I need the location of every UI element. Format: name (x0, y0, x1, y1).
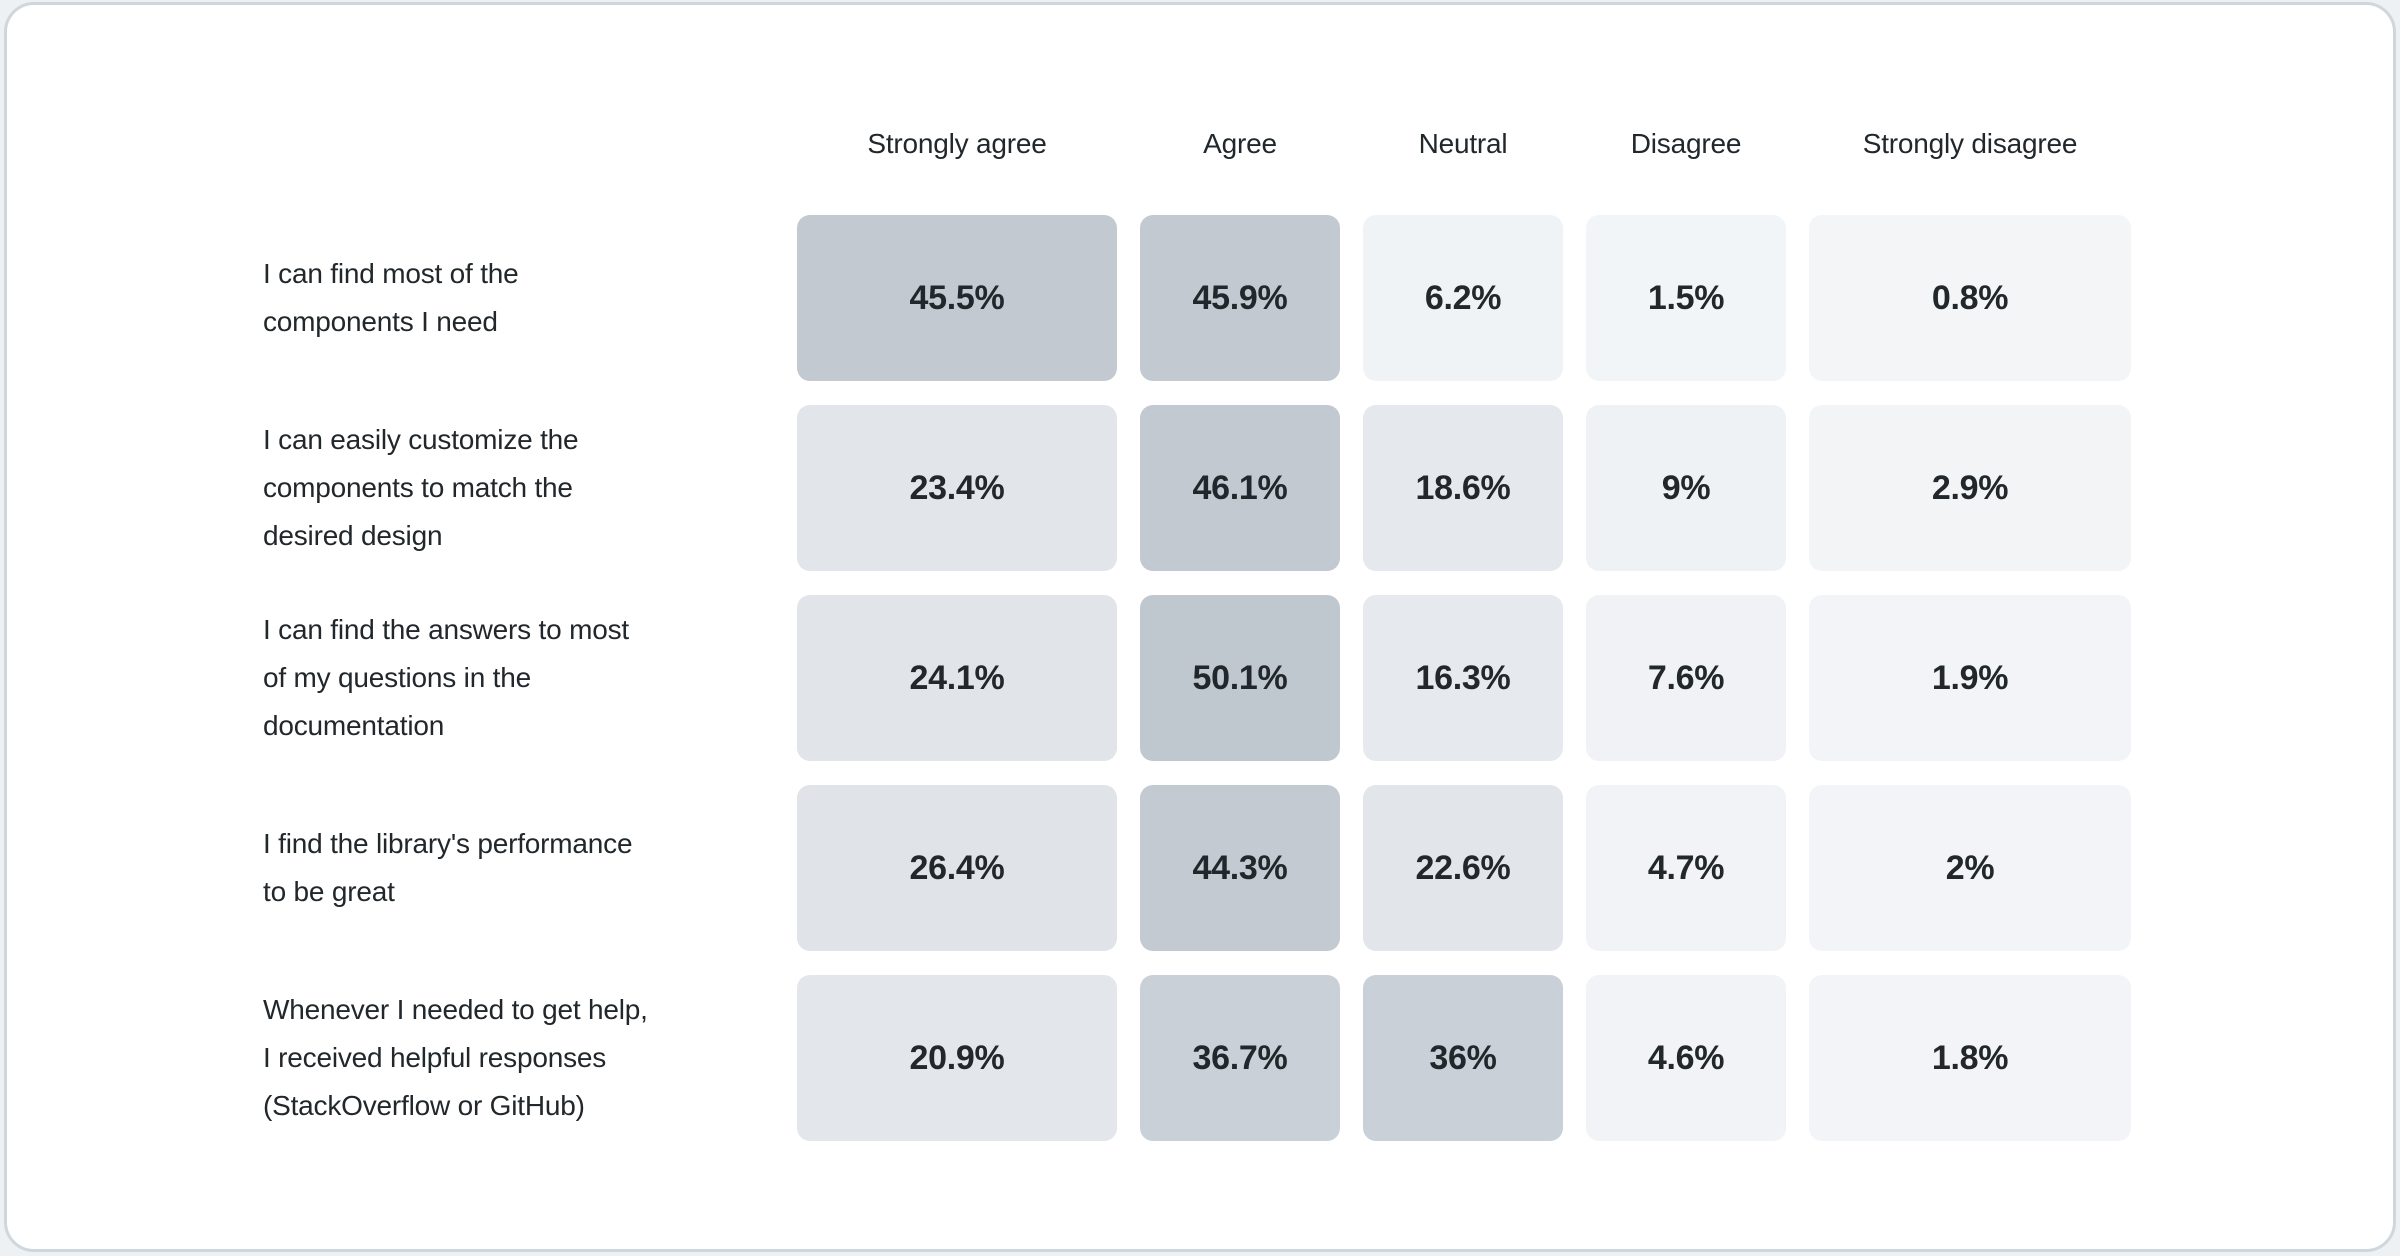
heatmap-cell: 26.4% (797, 785, 1117, 951)
heatmap-cell: 2.9% (1809, 405, 2131, 571)
heatmap-cell: 45.5% (797, 215, 1117, 381)
heatmap-cell: 23.4% (797, 405, 1117, 571)
row-label-documentation-answers: I can find the answers to most of my que… (263, 614, 629, 741)
heatmap-cell: 22.6% (1363, 785, 1563, 951)
column-header-strongly-disagree: Strongly disagree (1862, 128, 2078, 159)
heatmap-cell: 45.9% (1140, 215, 1340, 381)
heatmap-cell: 36.7% (1140, 975, 1340, 1141)
heatmap-cell: 16.3% (1363, 595, 1563, 761)
heatmap-cell: 0.8% (1809, 215, 2131, 381)
column-header-agree: Agree (1203, 128, 1277, 159)
column-header-disagree: Disagree (1630, 128, 1742, 159)
row-label-helpful-responses: Whenever I needed to get help, I receive… (263, 994, 648, 1121)
heatmap-cell: 1.9% (1809, 595, 2131, 761)
heatmap-corner-spacer (263, 121, 774, 191)
heatmap-cell: 18.6% (1363, 405, 1563, 571)
heatmap-cell: 6.2% (1363, 215, 1563, 381)
heatmap-cell: 36% (1363, 975, 1563, 1141)
heatmap-cell: 7.6% (1586, 595, 1786, 761)
heatmap-cell: 1.5% (1586, 215, 1786, 381)
heatmap-cell: 9% (1586, 405, 1786, 571)
heatmap-cell: 24.1% (797, 595, 1117, 761)
heatmap-cell: 20.9% (797, 975, 1117, 1141)
row-label-library-performance: I find the library's performance to be g… (263, 828, 633, 907)
column-header-strongly-agree: Strongly agree (867, 128, 1047, 159)
heatmap-cell: 50.1% (1140, 595, 1340, 761)
heatmap-cell: 46.1% (1140, 405, 1340, 571)
likert-heatmap: Strongly agree Agree Neutral Disagree St… (263, 121, 2131, 1141)
column-header-neutral: Neutral (1418, 128, 1508, 159)
heatmap-cell: 2% (1809, 785, 2131, 951)
heatmap-cell: 4.6% (1586, 975, 1786, 1141)
row-label-find-components: I can find most of the components I need (263, 258, 519, 337)
survey-results-card: Strongly agree Agree Neutral Disagree St… (4, 2, 2396, 1252)
row-label-customize-components: I can easily customize the components to… (263, 424, 579, 551)
heatmap-cell: 44.3% (1140, 785, 1340, 951)
heatmap-cell: 4.7% (1586, 785, 1786, 951)
heatmap-cell: 1.8% (1809, 975, 2131, 1141)
